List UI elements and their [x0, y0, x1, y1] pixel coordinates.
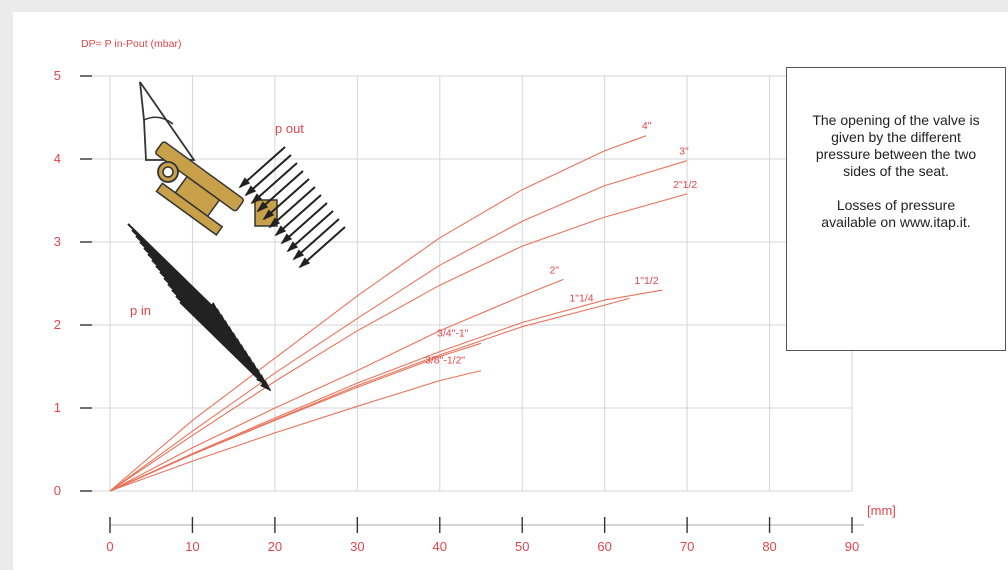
pressure-arrow — [127, 223, 219, 313]
pressure-arrow — [251, 162, 298, 204]
pressure-arrow — [159, 271, 251, 361]
curve-label: 3" — [679, 146, 689, 158]
curve-label: 3/4"-1" — [437, 327, 469, 339]
x-axis-unit-label: [mm] — [867, 503, 896, 518]
y-tick-label: 1 — [54, 400, 61, 415]
pressure-arrow — [299, 226, 346, 268]
x-tick-label: 20 — [268, 539, 282, 554]
curve-6 — [109, 342, 482, 492]
pressure-arrow — [275, 194, 322, 236]
pressure-arrow-head — [286, 241, 299, 253]
pressure-arrow — [245, 154, 292, 196]
pressure-arrow — [269, 186, 316, 228]
x-tick-label: 10 — [185, 539, 199, 554]
note-paragraph-1: The opening of the valve is given by the… — [812, 112, 980, 179]
valve-diagram-icon: p out p in — [127, 81, 346, 392]
curves: 4" 3" 2"1/2 2" 1"1/2 1"1/4 3/4"-1" 3/8"-1/2" — [109, 120, 697, 492]
info-note: The opening of the valve is given by the… — [786, 67, 1006, 351]
x-tick-label: 70 — [680, 539, 694, 554]
curve-label: 2" — [549, 264, 559, 276]
x-tick-label: 50 — [515, 539, 529, 554]
y-tick-label: 3 — [54, 234, 61, 249]
note-paragraph-2: Losses of pressure available on www.itap… — [821, 197, 971, 230]
pressure-arrow — [263, 178, 310, 220]
pressure-arrow — [167, 283, 259, 373]
pressure-arrow-head — [244, 185, 257, 197]
pressure-arrow — [239, 146, 286, 188]
y-tick-label: 5 — [54, 68, 61, 83]
y-tick-label: 0 — [54, 483, 61, 498]
pressure-arrow — [293, 218, 340, 260]
curve-3 — [109, 278, 564, 492]
p-in-label: p in — [130, 303, 151, 318]
curve-label: 2"1/2 — [673, 179, 697, 191]
arrows-out — [238, 146, 346, 269]
y-axis-label: DP= P in-Pout (mbar) — [81, 38, 181, 50]
curve-label: 4" — [642, 120, 652, 132]
pressure-arrow — [175, 295, 267, 385]
pressure-arrow — [135, 235, 227, 325]
pressure-arrow — [281, 202, 328, 244]
pressure-arrow — [179, 301, 271, 391]
curve-5 — [109, 297, 630, 492]
x-tick-label: 80 — [762, 539, 776, 554]
pressure-arrow — [155, 265, 247, 355]
axes — [80, 75, 864, 533]
p-out-label: p out — [275, 121, 304, 136]
curve-7 — [109, 370, 482, 492]
pressure-arrow — [139, 241, 231, 331]
curve-label: 1"1/2 — [634, 275, 658, 287]
x-tick-label: 0 — [106, 539, 113, 554]
pressure-arrow-head — [256, 201, 269, 213]
x-tick-label: 30 — [350, 539, 364, 554]
pressure-arrow-head — [250, 193, 263, 205]
pressure-arrow-head — [268, 217, 281, 229]
pressure-arrow — [131, 229, 223, 319]
pressure-arrow-head — [260, 380, 272, 392]
pressure-arrow-head — [298, 257, 311, 269]
arrows-in — [127, 223, 272, 392]
pressure-arrow-head — [292, 249, 305, 261]
y-tick-label: 2 — [54, 317, 61, 332]
pressure-arrow — [147, 253, 239, 343]
pressure-arrow-head — [262, 209, 275, 221]
x-tick-label: 90 — [845, 539, 859, 554]
pressure-arrow — [257, 170, 304, 212]
curve-1 — [109, 160, 688, 492]
pressure-arrow — [287, 210, 334, 252]
pressure-arrow-head — [274, 225, 287, 237]
pressure-arrow — [151, 259, 243, 349]
pressure-arrow — [171, 289, 263, 379]
curve-label: 1"1/4 — [569, 292, 593, 304]
pressure-arrow-head — [238, 177, 251, 189]
x-tick-label: 60 — [597, 539, 611, 554]
x-tick-label: 40 — [433, 539, 447, 554]
pressure-arrow — [143, 247, 235, 337]
curve-0 — [109, 135, 647, 492]
y-tick-label: 4 — [54, 151, 61, 166]
curve-2 — [109, 193, 688, 492]
curve-label: 3/8"-1/2" — [425, 355, 465, 367]
curve-4 — [109, 289, 663, 492]
pressure-arrow-head — [280, 233, 293, 245]
pressure-arrow — [163, 277, 255, 367]
